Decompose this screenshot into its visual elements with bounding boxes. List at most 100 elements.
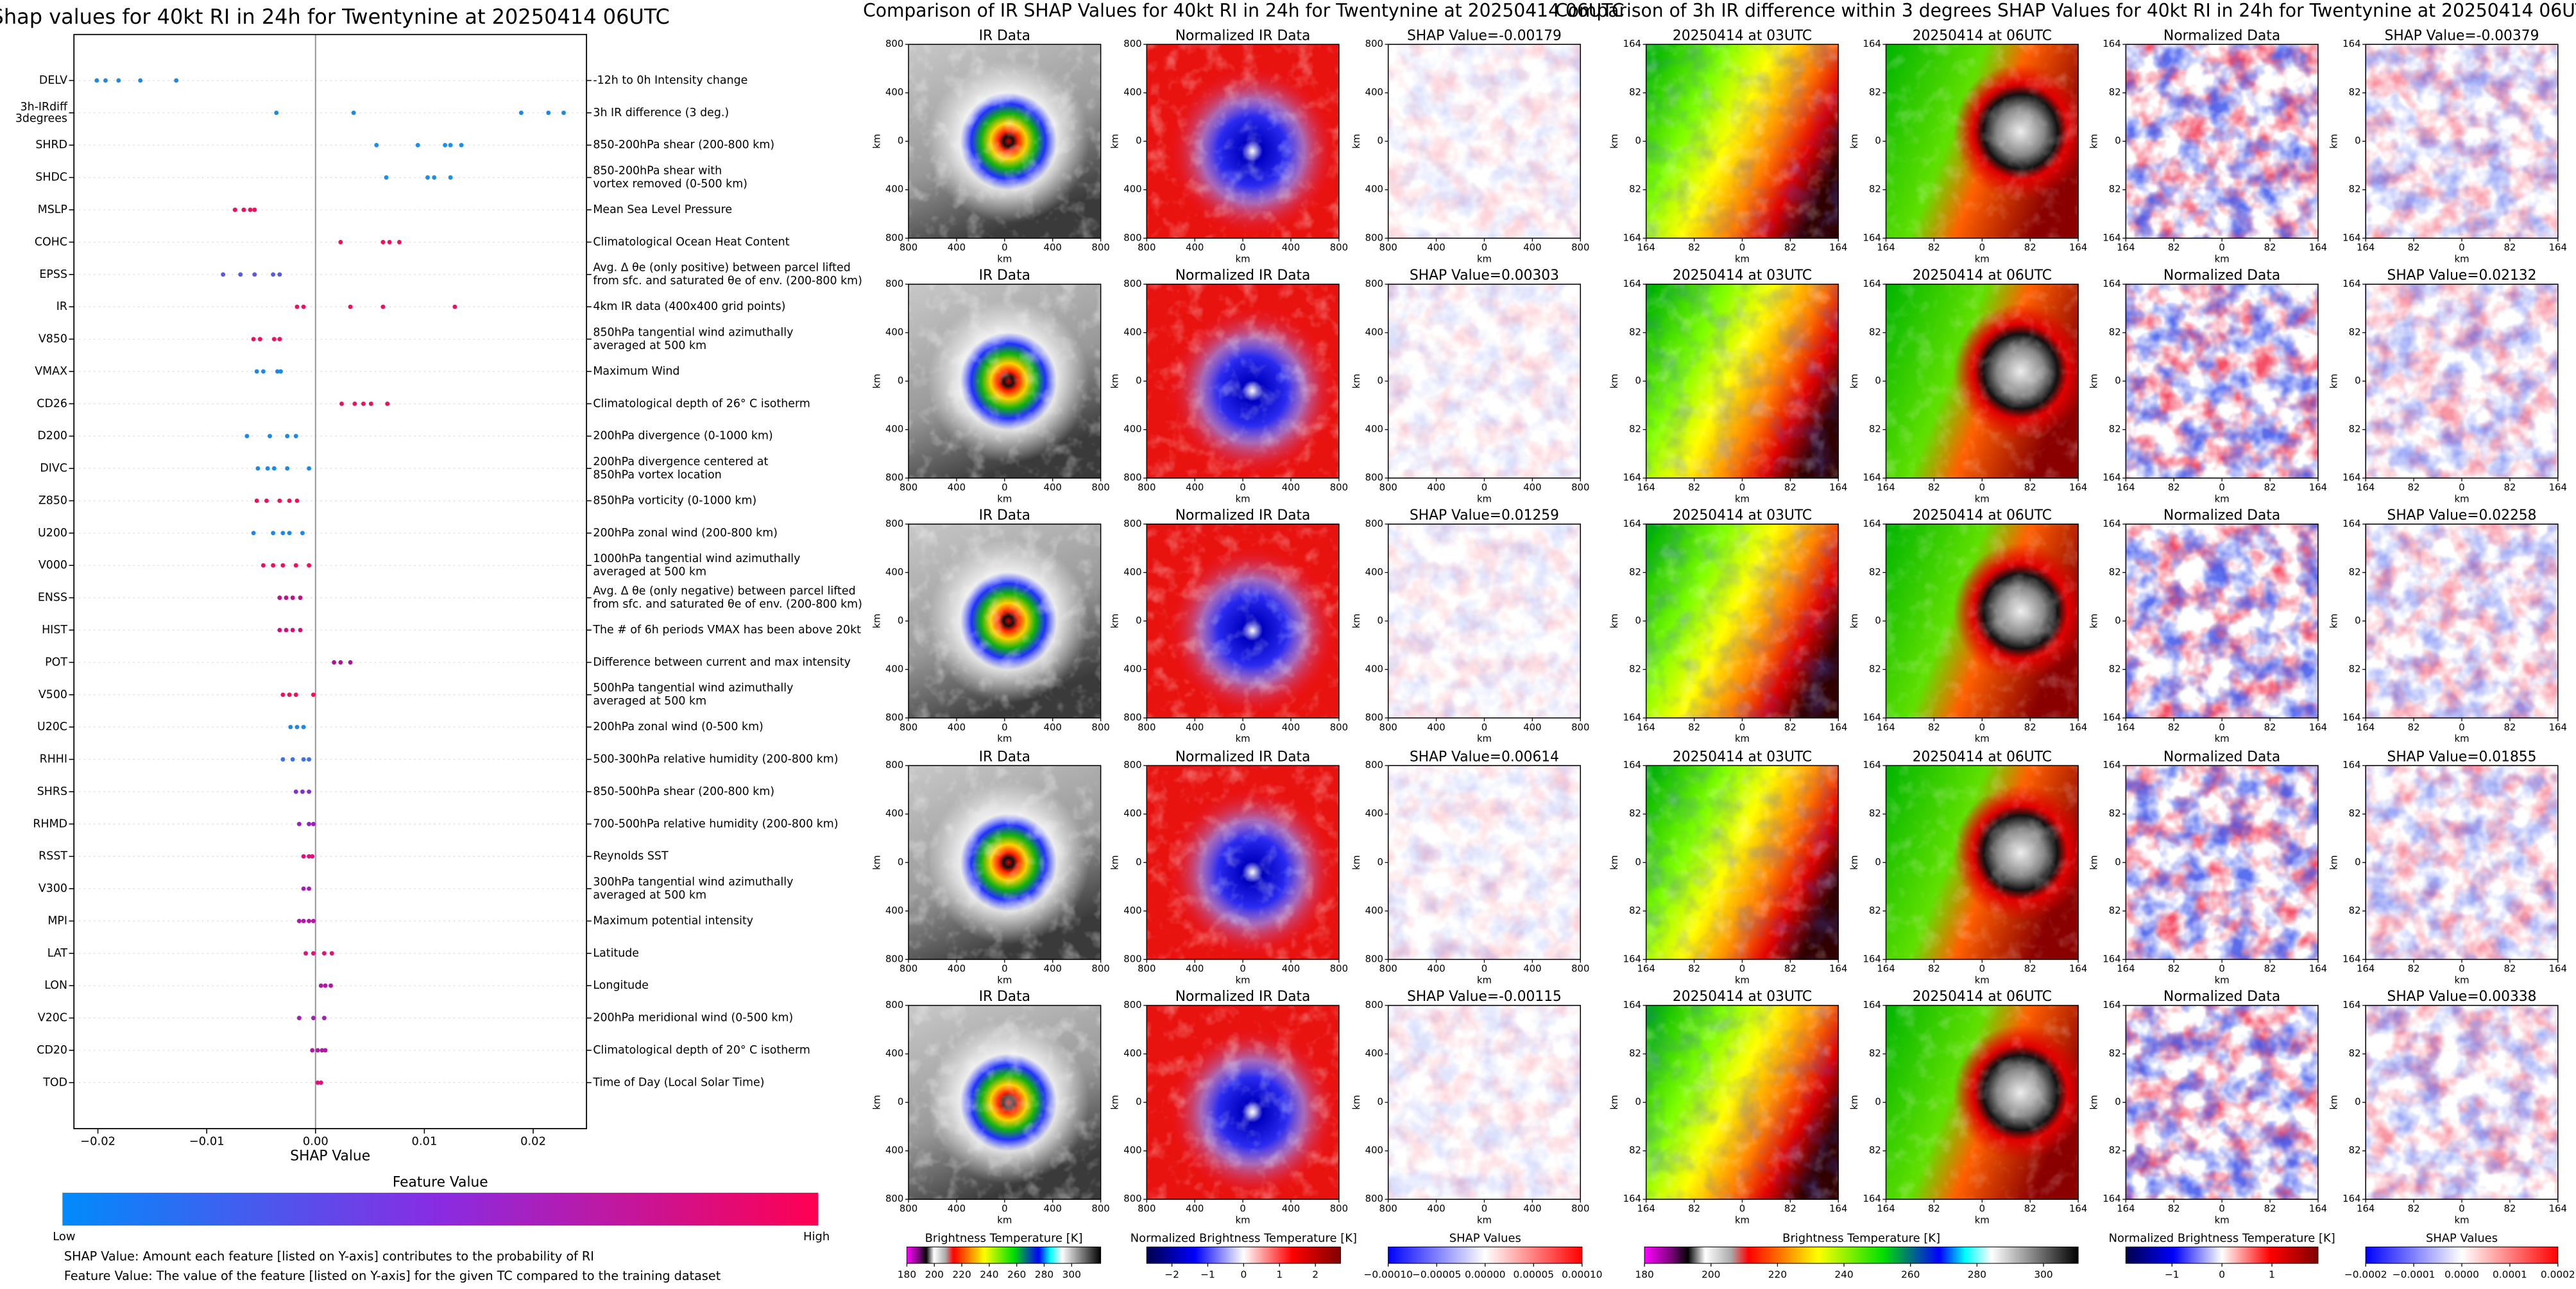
feature-description: 300hPa tangential wind azimuthally averag… [593,876,793,901]
x-tick-label: 82 [2168,721,2180,733]
point [338,660,343,665]
y-tick-label: 164 [1623,999,1641,1011]
y-tick-label: 800 [1365,278,1383,289]
x-axis-label: km [2215,253,2230,265]
x-tick-label: 82 [1688,242,1700,253]
point [443,142,448,148]
subplot-title: SHAP Value=0.00614 [1410,749,1559,765]
y-tick-label: 400 [1365,327,1383,338]
colorbar [1644,1246,2079,1264]
x-tick-label: 400 [1282,963,1300,975]
point [315,1080,320,1085]
subplot-title: Normalized IR Data [1175,28,1311,44]
y-tick-label: 0 [2115,615,2120,626]
y-axis-label: km [871,134,882,149]
x-tick-label: 82 [2264,1203,2276,1215]
colorbar-tick-label: −1 [1200,1268,1215,1280]
y-tick-label: 0 [898,615,903,626]
x-tick-label: 800 [1330,242,1348,253]
x-tick-label: 0 [2459,721,2464,733]
x-tick-label: 82 [2408,242,2420,253]
point [432,175,437,180]
y-axis-label: km [2088,1095,2100,1110]
point [452,304,457,309]
x-tick-label: 164 [2309,481,2327,493]
point [448,142,453,148]
y-axis-label: km [871,374,882,389]
x-tick-label: 400 [948,1203,966,1215]
y-tick-label: 800 [1365,472,1383,483]
image-layer [1147,524,1339,718]
colorbar-tick-label: 0.00000 [1465,1268,1506,1280]
y-tick-label: 82 [1869,663,1881,674]
x-tick-label: 164 [2357,242,2375,253]
colorbar-tick-label: 240 [1834,1268,1853,1280]
feature-description: Climatological Ocean Heat Content [593,235,789,248]
y-tick-label: 400 [1123,808,1141,819]
point [280,692,286,697]
y-tick-label: 82 [2109,423,2121,435]
x-tick-label: 82 [2408,481,2420,493]
point [300,789,305,794]
y-axis-label: km [1848,134,1860,149]
point [280,757,286,762]
x-tick-label: 82 [1784,242,1796,253]
feature-description: 3h IR difference (3 deg.) [593,107,729,119]
image-layer [908,44,1101,239]
x-tick-label: 164 [1637,721,1655,733]
feature-description: 200hPa meridional wind (0-500 km) [593,1012,793,1025]
y-tick-label: 400 [1123,423,1141,435]
x-tick-label: −0.02 [80,1135,115,1148]
image-layer [1388,765,1581,960]
point [271,531,276,536]
point [284,627,289,633]
colorbar-label: Normalized Brightness Temperature [K] [1130,1232,1357,1245]
colorbar-tick-label: 0 [2219,1268,2225,1280]
x-tick-label: 164 [2117,1203,2135,1215]
point [254,369,259,374]
subplot-title: IR Data [979,28,1030,44]
x-tick-label: 800 [1379,721,1397,733]
feature-description: Avg. Δ θe (only positive) between parcel… [593,262,862,287]
x-tick-label: 400 [1044,481,1062,493]
x-tick-label: 82 [2408,1203,2420,1215]
y-tick-label: 164 [1863,1193,1881,1204]
x-axis-label: km [2454,975,2469,986]
x-tick-label: 164 [2357,721,2375,733]
feature-description-line: 850-200hPa shear with [593,164,722,177]
x-tick-label: 800 [900,481,917,493]
colorbar [2365,1246,2559,1264]
y-tick-label: 164 [2342,1193,2360,1204]
feature-description-line: 500hPa tangential wind azimuthally [593,682,793,695]
x-tick-label: 800 [1379,481,1397,493]
y-tick-label: 0 [1378,375,1383,386]
point [285,466,290,471]
feature-description-line: Avg. Δ θe (only positive) between parcel… [593,262,850,275]
y-tick-label: 0 [1378,615,1383,626]
y-axis-label: km [1351,374,1362,389]
y-tick-label: 164 [2342,999,2360,1011]
y-axis-label: km [871,855,882,870]
subplot-title: IR Data [979,749,1030,765]
y-axis-label: km [1351,134,1362,149]
feature-label: SHDC [35,171,67,184]
image-layer [2126,1005,2318,1200]
y-tick-label: 82 [2349,808,2361,819]
point [257,337,262,342]
x-tick-label: 0 [1481,481,1487,493]
x-tick-label: 800 [1091,1203,1109,1215]
x-tick-label: 0 [1002,1203,1007,1215]
colorbar-tick-label: 260 [1007,1268,1026,1280]
y-tick-label: 164 [2103,1193,2120,1204]
colorbar [1146,1246,1341,1264]
point [301,919,306,923]
subplot-title: SHAP Value=-0.00179 [1407,28,1562,44]
x-tick-label: 400 [1427,721,1445,733]
point [285,434,290,439]
colorbar-tick-label: 0.00005 [1514,1268,1555,1280]
y-axis-label: km [1109,613,1121,628]
x-tick-label: 164 [1877,242,1895,253]
feature-description: 200hPa zonal wind (200-800 km) [593,527,778,540]
x-tick-label: 164 [1829,481,1847,493]
y-tick-label: 164 [2103,472,2120,483]
